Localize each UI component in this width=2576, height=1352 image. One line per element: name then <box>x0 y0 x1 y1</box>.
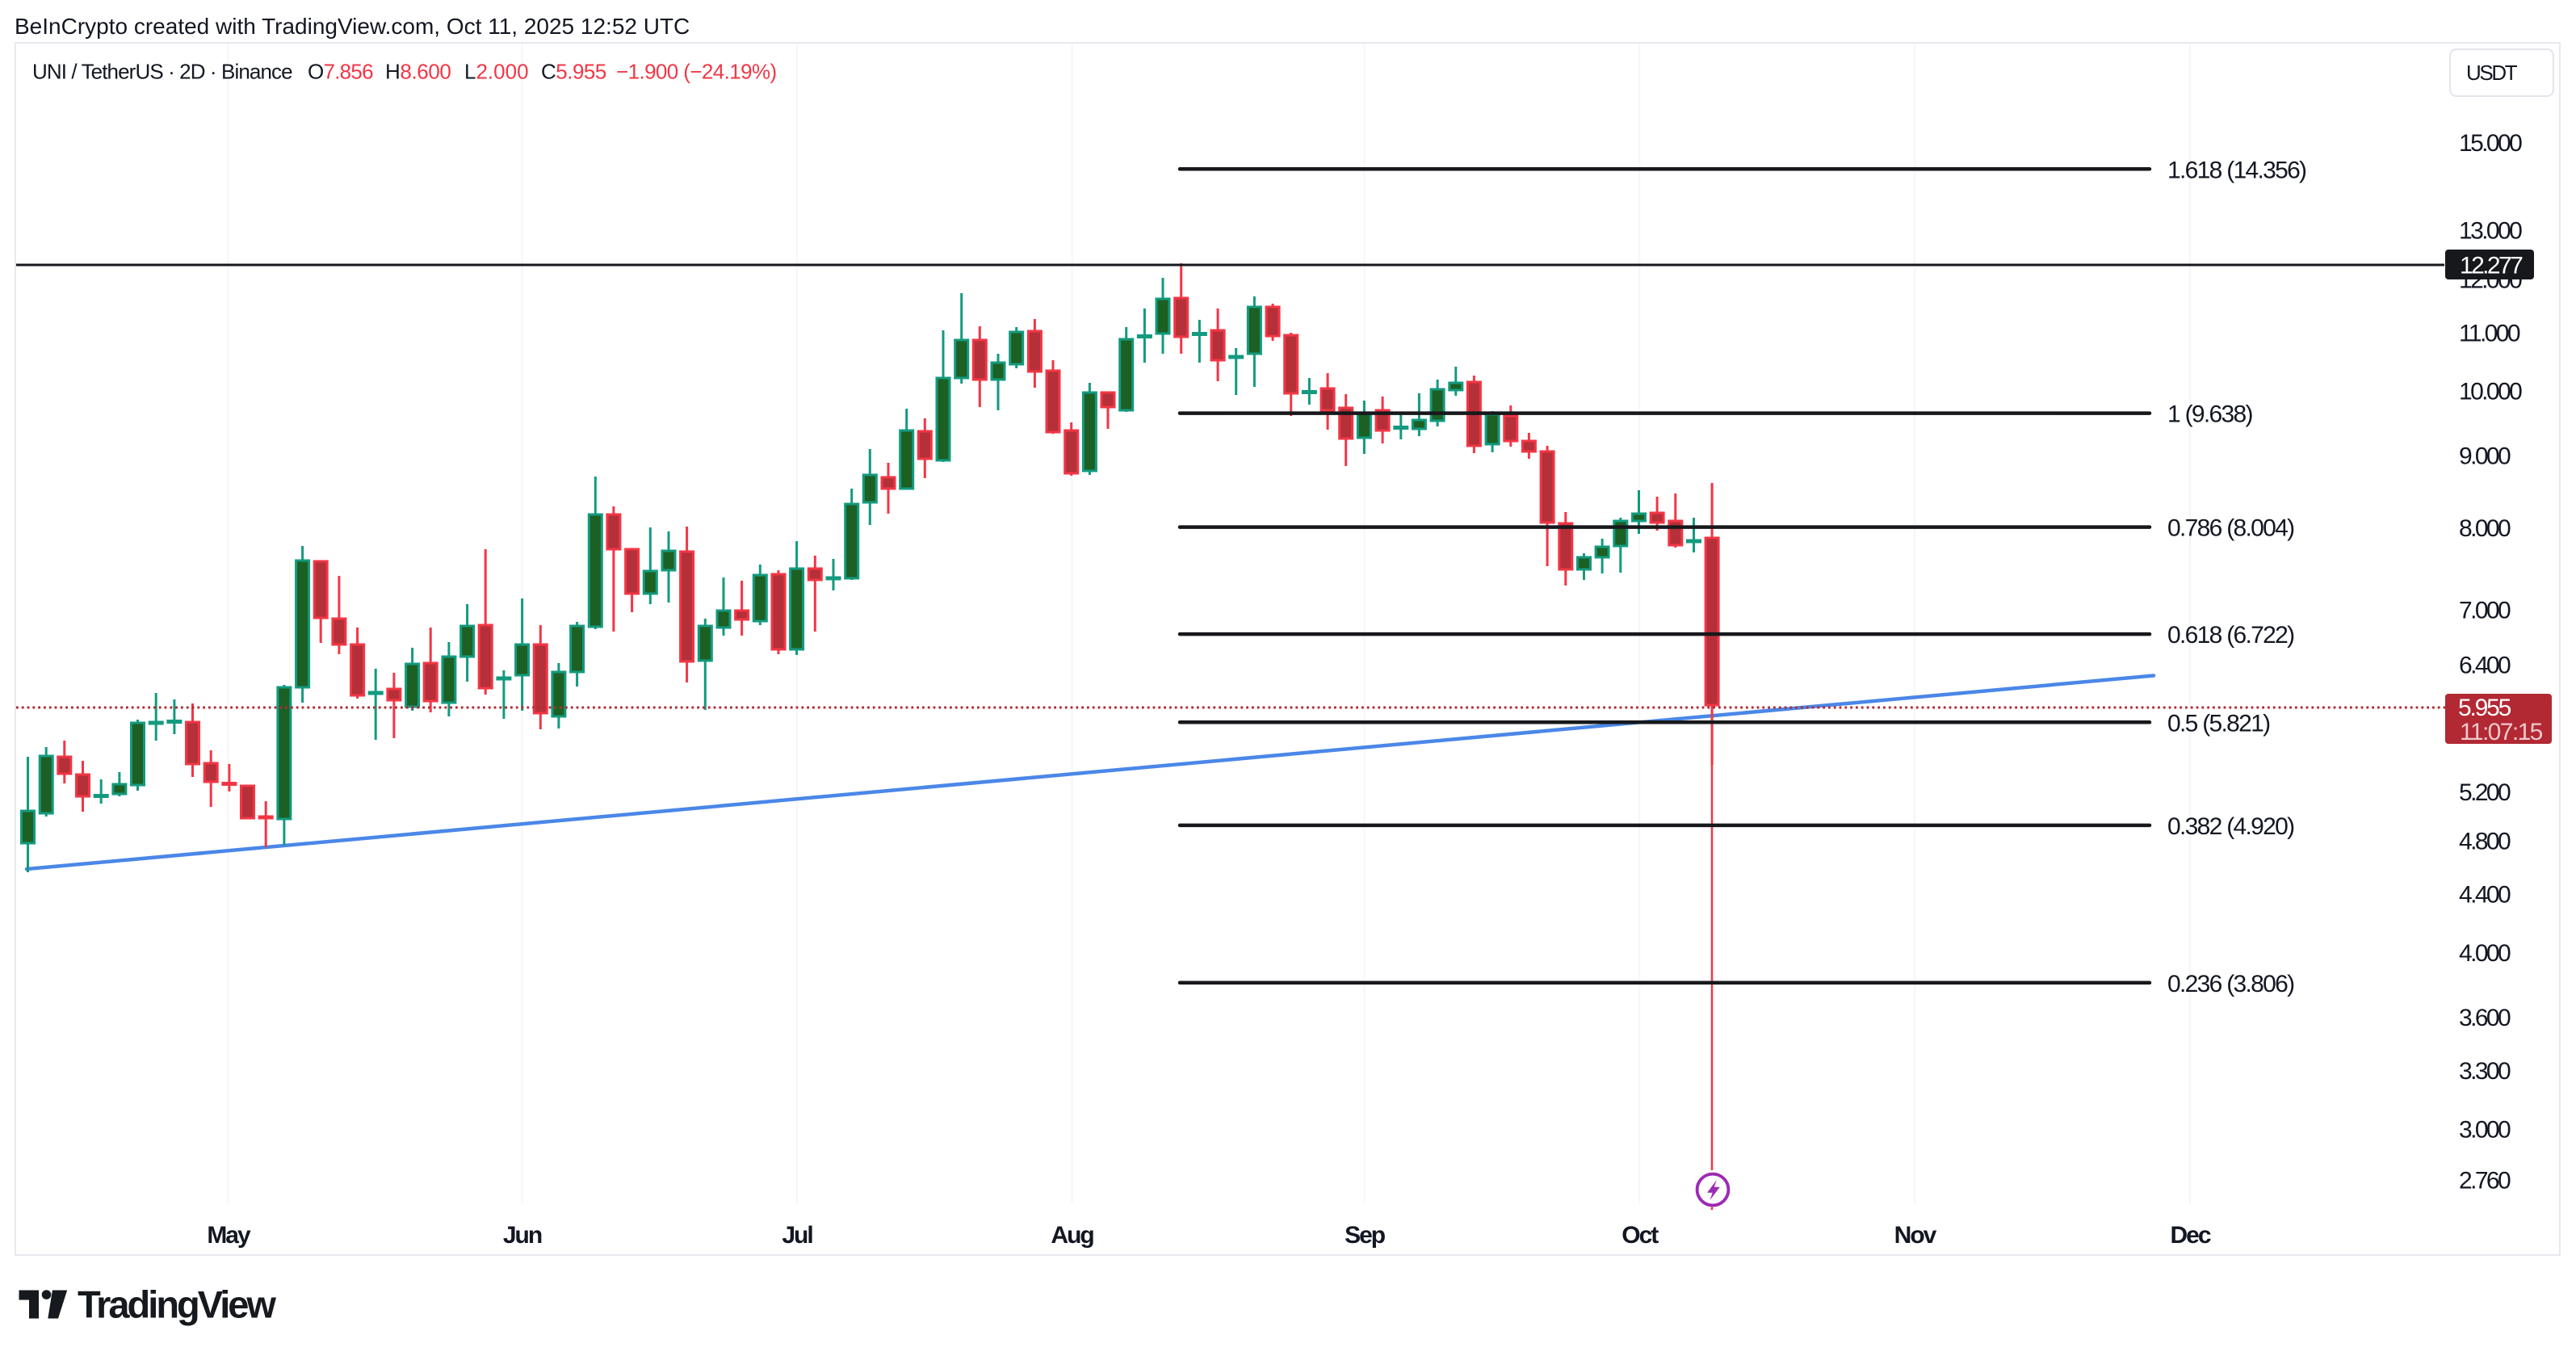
svg-text:C5.955: C5.955 <box>541 60 606 84</box>
svg-text:1.618 (14.356): 1.618 (14.356) <box>2167 157 2306 183</box>
svg-text:0.786 (8.004): 0.786 (8.004) <box>2167 515 2294 542</box>
svg-text:−1.900 (−24.19%): −1.900 (−24.19%) <box>616 60 777 84</box>
svg-text:L2.000: L2.000 <box>464 60 529 84</box>
svg-text:3.300: 3.300 <box>2459 1058 2511 1085</box>
svg-text:12.277: 12.277 <box>2460 253 2523 279</box>
svg-text:4.800: 4.800 <box>2459 829 2511 855</box>
svg-text:7.000: 7.000 <box>2459 597 2511 624</box>
svg-text:5.200: 5.200 <box>2459 779 2511 806</box>
svg-text:0.382 (4.920): 0.382 (4.920) <box>2167 813 2294 840</box>
svg-text:0.618 (6.722): 0.618 (6.722) <box>2167 622 2294 649</box>
svg-text:4.000: 4.000 <box>2459 940 2511 967</box>
svg-text:Oct: Oct <box>1622 1222 1659 1249</box>
svg-text:TradingView: TradingView <box>78 1283 276 1326</box>
svg-text:11.000: 11.000 <box>2459 320 2520 346</box>
svg-text:Jun: Jun <box>503 1222 542 1249</box>
svg-text:3.600: 3.600 <box>2459 1005 2511 1031</box>
svg-text:3.000: 3.000 <box>2459 1116 2511 1143</box>
svg-text:15.000: 15.000 <box>2459 130 2522 157</box>
svg-text:13.000: 13.000 <box>2459 218 2522 245</box>
svg-text:O7.856: O7.856 <box>308 60 373 84</box>
svg-text:2.760: 2.760 <box>2459 1168 2511 1195</box>
svg-text:Dec: Dec <box>2170 1222 2210 1249</box>
svg-text:May: May <box>207 1222 251 1249</box>
svg-text:Sep: Sep <box>1345 1222 1386 1249</box>
svg-text:Jul: Jul <box>782 1222 812 1249</box>
svg-text:UNI / TetherUS · 2D · Binance: UNI / TetherUS · 2D · Binance <box>32 60 292 84</box>
svg-text:10.000: 10.000 <box>2459 379 2522 405</box>
svg-text:USDT: USDT <box>2466 61 2518 85</box>
svg-text:0.236 (3.806): 0.236 (3.806) <box>2167 971 2294 997</box>
svg-text:1 (9.638): 1 (9.638) <box>2167 401 2252 428</box>
svg-text:8.000: 8.000 <box>2459 515 2511 542</box>
svg-text:BeInCrypto created with Tradin: BeInCrypto created with TradingView.com,… <box>15 14 690 39</box>
svg-text:0.5 (5.821): 0.5 (5.821) <box>2167 710 2270 737</box>
svg-text:H8.600: H8.600 <box>385 60 451 84</box>
svg-text:4.400: 4.400 <box>2459 882 2511 909</box>
svg-text:11:07:15: 11:07:15 <box>2460 719 2543 745</box>
svg-text:5.955: 5.955 <box>2458 695 2511 721</box>
svg-text:Aug: Aug <box>1051 1222 1093 1249</box>
svg-text:6.400: 6.400 <box>2459 652 2511 678</box>
svg-text:9.000: 9.000 <box>2459 443 2511 470</box>
svg-text:Nov: Nov <box>1894 1222 1937 1249</box>
